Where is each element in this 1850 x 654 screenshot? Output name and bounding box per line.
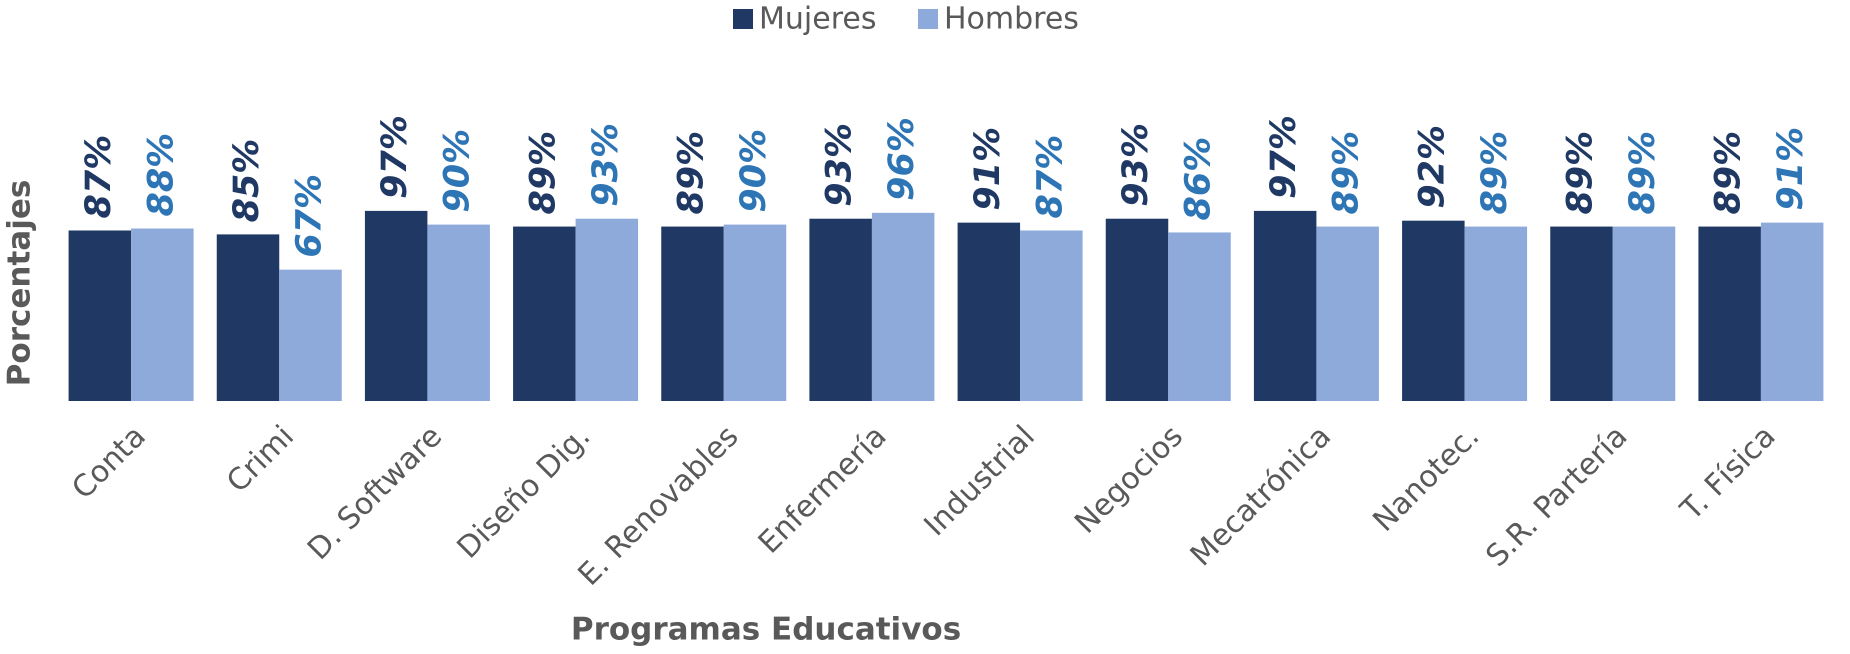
data-label: 85% bbox=[227, 139, 267, 223]
bar bbox=[513, 226, 576, 401]
bar bbox=[1020, 230, 1083, 401]
bar bbox=[723, 224, 787, 401]
x-tick-label: Mecatrónica bbox=[1184, 419, 1338, 573]
bar bbox=[957, 222, 1021, 401]
data-label: 89% bbox=[1561, 131, 1601, 215]
bar bbox=[1105, 218, 1169, 401]
data-label: 90% bbox=[734, 129, 774, 213]
data-label: 89% bbox=[1623, 131, 1663, 215]
bar bbox=[1402, 220, 1465, 401]
x-tick-label: Negocios bbox=[1068, 419, 1190, 541]
data-label: 67% bbox=[290, 174, 330, 258]
x-tick-label: Nanotec. bbox=[1366, 419, 1486, 539]
data-label: 96% bbox=[882, 117, 922, 201]
data-label: 93% bbox=[586, 123, 626, 207]
bar bbox=[661, 226, 724, 401]
x-tick-label: Enfermería bbox=[752, 419, 894, 561]
bar bbox=[1316, 226, 1379, 401]
x-tick-label: Diseño Dig. bbox=[451, 419, 598, 566]
legend-swatch bbox=[733, 9, 753, 29]
data-label: 97% bbox=[1264, 115, 1304, 199]
data-label: 93% bbox=[1116, 123, 1156, 207]
bar bbox=[809, 218, 872, 401]
bar bbox=[1168, 232, 1231, 401]
bar bbox=[131, 228, 194, 401]
legend-swatch bbox=[918, 9, 938, 29]
y-axis-title: Porcentajes bbox=[2, 180, 38, 387]
data-label: 89% bbox=[523, 131, 563, 215]
x-axis-title: Programas Educativos bbox=[571, 612, 961, 648]
data-label: 89% bbox=[1475, 131, 1515, 215]
bar bbox=[1464, 226, 1528, 401]
data-label: 93% bbox=[820, 123, 860, 207]
bar bbox=[279, 269, 342, 401]
x-tick-label: D. Software bbox=[301, 419, 449, 567]
bar bbox=[1612, 226, 1676, 401]
data-label: 86% bbox=[1179, 137, 1219, 221]
x-tick-label: Conta bbox=[65, 419, 152, 506]
bar bbox=[1550, 226, 1613, 401]
bar bbox=[427, 224, 490, 401]
x-tick-label: Crimi bbox=[220, 419, 301, 500]
x-tick-label: Industrial bbox=[918, 419, 1042, 543]
data-label: 88% bbox=[141, 133, 181, 217]
x-tick-label: E. Renovables bbox=[572, 419, 746, 593]
bar bbox=[68, 230, 132, 401]
data-label: 91% bbox=[1771, 127, 1811, 211]
bar bbox=[364, 210, 428, 401]
bar bbox=[575, 218, 639, 401]
bar bbox=[216, 234, 280, 401]
data-label: 92% bbox=[1412, 125, 1452, 209]
data-label: 89% bbox=[1327, 131, 1367, 215]
bar bbox=[1760, 222, 1824, 401]
legend-label: Hombres bbox=[944, 2, 1079, 37]
data-label: 87% bbox=[1030, 135, 1070, 219]
data-label: 89% bbox=[1709, 131, 1749, 215]
x-tick-label: T. Física bbox=[1673, 419, 1782, 528]
bar bbox=[871, 212, 935, 401]
x-tick-label: S.R. Partería bbox=[1479, 419, 1634, 574]
data-label: 91% bbox=[968, 127, 1008, 211]
data-label: 97% bbox=[375, 115, 415, 199]
bar bbox=[1253, 210, 1317, 401]
legend-label: Mujeres bbox=[759, 2, 876, 37]
data-label: 90% bbox=[438, 129, 478, 213]
data-label: 89% bbox=[672, 131, 712, 215]
bar bbox=[1698, 226, 1761, 401]
data-label: 87% bbox=[79, 135, 119, 219]
